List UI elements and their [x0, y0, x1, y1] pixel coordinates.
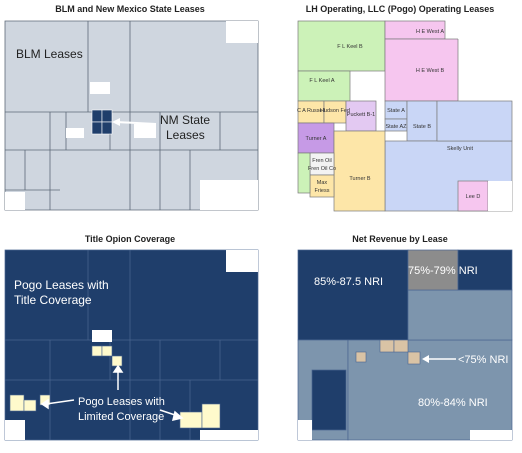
panel-title-blm: BLM and New Mexico State Leases	[55, 4, 205, 14]
lease-label: Friess	[315, 188, 330, 194]
lease-lee-d	[457, 180, 489, 212]
title-gap-se	[200, 430, 258, 440]
lease-turner-a	[297, 122, 335, 154]
limited-lease	[23, 399, 37, 412]
nm-arrow	[115, 121, 157, 125]
panel-title-title: Title Opion Coverage	[84, 234, 176, 244]
label-nri-mid2: 80%-84% NRI	[418, 397, 488, 409]
lease-misc	[297, 152, 311, 194]
lease-label: Puckett B-1	[347, 112, 375, 118]
blm-gap-2	[134, 124, 156, 138]
lease-label: Fren Oil	[312, 158, 332, 164]
title-gap-ne	[226, 250, 258, 272]
nri-zone-high	[297, 249, 409, 341]
limited-arrow-head	[171, 410, 184, 421]
panel-title-nri: Net Revenue by Lease	[352, 234, 448, 244]
lh-gap-se	[488, 181, 512, 211]
nri-low-lease	[379, 339, 395, 353]
lease-label: Turner B	[349, 176, 371, 182]
lease-misc	[436, 100, 513, 142]
blm-gap-sw	[5, 192, 25, 210]
nri-zone-high	[311, 369, 347, 431]
blm-gap-3	[66, 128, 84, 138]
label-blm-leases: BLM Leases	[16, 47, 83, 61]
label-limited-coverage-2: Limited Coverage	[78, 411, 164, 423]
lease-label: State A	[387, 108, 405, 114]
nri-gap-sw	[298, 420, 312, 440]
label-full-coverage-1: Pogo Leases with	[14, 278, 109, 292]
limited-lease	[111, 355, 123, 367]
limited-arrow-head	[112, 364, 124, 373]
label-nm-state-1: NM State	[160, 113, 210, 127]
lease-label: H E West A	[416, 29, 444, 35]
label-limited-coverage-1: Pogo Leases with	[78, 396, 165, 408]
nri-zone-mid	[457, 249, 513, 291]
lease-label: Max	[317, 180, 328, 186]
lease-label: Skelly Unit	[447, 146, 473, 152]
nri-zone-mid2	[347, 339, 513, 441]
blm-gap-ne	[226, 21, 258, 43]
lease-label: F L Keel B	[337, 44, 363, 50]
label-nm-state-2: Leases	[166, 128, 205, 142]
nri-low-lease	[407, 351, 421, 365]
title-gap-1	[92, 330, 112, 342]
lh-gap-ne	[458, 21, 512, 39]
nm-arrow-head	[112, 118, 120, 126]
lease-turner-b	[333, 130, 386, 212]
lease-label: Turner A	[306, 136, 327, 142]
label-nri-high: 85%-87.5 NRI	[314, 276, 383, 288]
title-gap-sw	[5, 420, 25, 440]
label-full-coverage-2: Title Coverage	[14, 293, 92, 307]
lease-fl-keel-a	[297, 70, 351, 102]
limited-arrow-head	[40, 398, 49, 410]
lease-label: H E West B	[416, 68, 445, 74]
limited-arrow	[45, 399, 75, 405]
lease-label: State AZ	[385, 124, 407, 130]
blm-gap-se	[200, 180, 258, 210]
nri-arrow-head	[422, 355, 429, 363]
nri-gap-se	[470, 430, 512, 440]
lease-label: Lee D	[466, 194, 481, 200]
nri-low-lease	[393, 339, 409, 353]
limited-lease	[101, 345, 113, 357]
lease-label: State B	[413, 124, 431, 130]
label-nri-mid: 75%-79% NRI	[408, 265, 478, 277]
lease-label: F L Keel A	[309, 78, 335, 84]
panel-title-lh: LH Operating, LLC (Pogo) Operating Lease…	[305, 4, 495, 14]
lease-he-west-b	[384, 38, 459, 102]
label-nri-low: <75% NRI	[458, 354, 508, 366]
blm-gap-1	[90, 82, 110, 94]
lease-label: Fren Oil Co	[308, 166, 336, 172]
nri-zone-mid2	[407, 289, 513, 341]
nri-zone-mid	[407, 249, 459, 291]
nm-state-lease	[101, 121, 113, 135]
lease-label: C A Russell	[297, 108, 325, 114]
nri-low-lease	[355, 351, 367, 363]
lease-label: Hudson Fed	[320, 108, 350, 114]
limited-lease	[201, 403, 221, 429]
